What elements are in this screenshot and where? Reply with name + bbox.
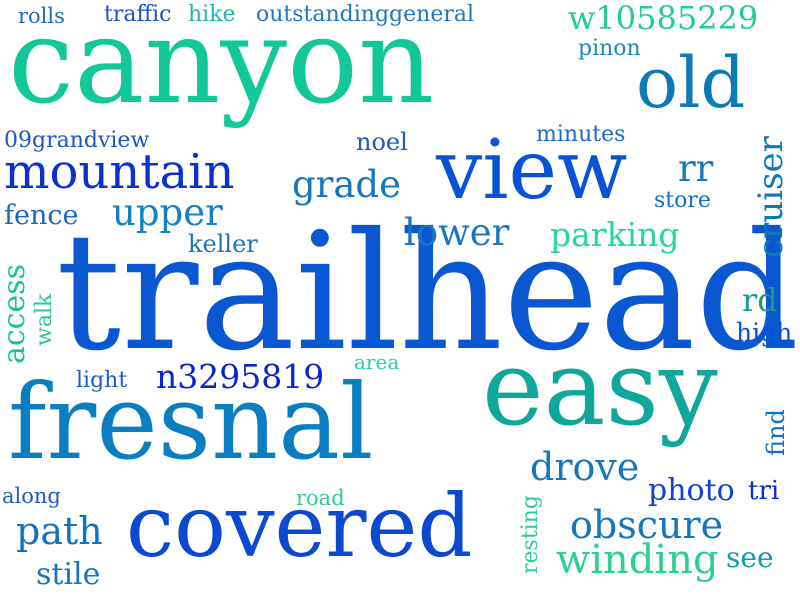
word-path: path — [16, 509, 103, 553]
word-covered: covered — [126, 477, 473, 577]
word-traffic: traffic — [104, 2, 172, 27]
word-keller: keller — [188, 230, 258, 258]
word-obscure: obscure — [570, 503, 724, 547]
word-area: area — [354, 350, 400, 374]
word-tri: tri — [748, 476, 780, 506]
word-fence: fence — [4, 200, 79, 231]
word-rolls: rolls — [18, 4, 65, 28]
word-winding: winding — [556, 537, 719, 583]
word-walk: walk — [32, 293, 57, 346]
word-rd: rd — [742, 281, 778, 319]
word-cruiser: cruiser — [751, 136, 791, 258]
word-trailhead: trailhead — [56, 199, 800, 387]
word-minutes: minutes — [536, 122, 626, 147]
word-canyon: canyon — [8, 0, 435, 130]
word-stile: stile — [36, 557, 101, 592]
word-rr: rr — [678, 147, 714, 190]
word-easy: easy — [482, 327, 718, 449]
word-high: high — [736, 318, 793, 347]
word-hike: hike — [188, 2, 236, 27]
word-store: store — [654, 188, 711, 213]
word-noel: noel — [356, 128, 408, 156]
word-mountain: mountain — [4, 144, 235, 200]
word-road: road — [296, 486, 345, 510]
word-n3295819: n3295819 — [156, 357, 325, 396]
word-upper: upper — [112, 191, 223, 234]
word-parking: parking — [550, 215, 680, 254]
word-photo: photo — [648, 473, 735, 508]
word-old: old — [636, 42, 746, 124]
word-pinon: pinon — [578, 36, 641, 61]
word-view: view — [436, 123, 628, 218]
word-resting: resting — [518, 495, 543, 574]
word-find: find — [762, 409, 790, 456]
word-lower: lower — [404, 211, 510, 254]
word-drove: drove — [530, 445, 640, 489]
word-grade: grade — [292, 163, 402, 206]
word-along: along — [2, 484, 61, 508]
word-fresnal: fresnal — [8, 361, 374, 483]
word-09grandview: 09grandview — [4, 128, 150, 153]
word-outstandinggeneral: outstandinggeneral — [256, 2, 475, 27]
word-see: see — [726, 541, 774, 574]
word-w10585229: w10585229 — [568, 0, 759, 37]
word-access: access — [0, 263, 32, 364]
word-light: light — [76, 368, 128, 393]
